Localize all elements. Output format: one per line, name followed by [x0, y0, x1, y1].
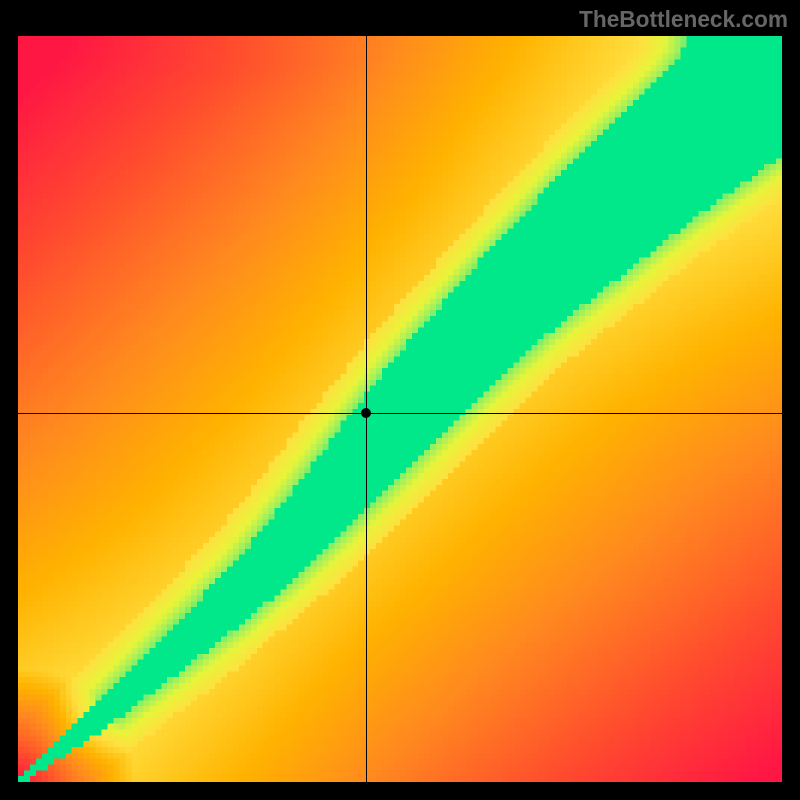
figure-root: { "figure": { "type": "heatmap", "width_… [0, 0, 800, 800]
selection-marker-dot [361, 408, 371, 418]
watermark-text: TheBottleneck.com [579, 6, 788, 33]
bottleneck-heatmap-canvas [18, 36, 782, 782]
heatmap-plot-area [18, 36, 782, 782]
crosshair-horizontal-line [18, 413, 782, 414]
